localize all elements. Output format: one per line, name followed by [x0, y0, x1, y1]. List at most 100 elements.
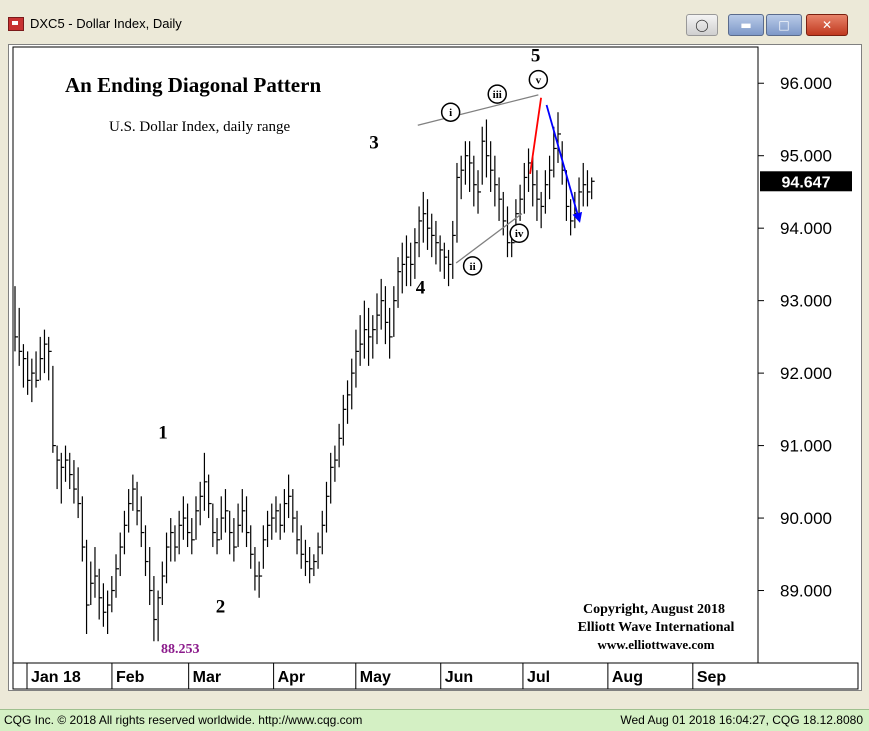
close-icon: ✕ [821, 18, 833, 32]
price-bar [418, 206, 423, 258]
price-bar [338, 423, 343, 468]
wave-label: 2 [216, 596, 226, 617]
price-bar [389, 307, 393, 359]
price-bar [351, 358, 355, 410]
price-bar [494, 155, 498, 207]
price-bar [174, 525, 178, 562]
application-window: DXC5 - Dollar Index, Daily ◯ ▬ □ ✕ 96.00… [0, 0, 869, 691]
price-bar [48, 336, 52, 381]
price-bar [18, 307, 23, 366]
price-bar [456, 162, 460, 243]
price-bar [69, 452, 73, 490]
wave-label: 3 [369, 132, 379, 153]
chart-area[interactable]: 96.000 95.000 94.000 93.000 92.000 91.000 90.0… [8, 44, 862, 691]
svg-text:iv: iv [515, 228, 524, 240]
price-bar [140, 496, 145, 548]
price-bar [506, 206, 511, 258]
copyright-line-2: Elliott Wave International [578, 620, 735, 635]
price-bar [367, 307, 372, 366]
price-bar [304, 539, 309, 577]
price-bar [275, 496, 279, 533]
svg-text:i: i [449, 107, 452, 119]
time-tick-label: Sep [697, 669, 727, 686]
price-bar [426, 199, 431, 250]
circled-wave-label: i [440, 102, 461, 122]
circled-wave-label: iii [487, 84, 507, 104]
price-bar [346, 380, 351, 424]
price-bar [170, 518, 174, 562]
price-bar [250, 525, 254, 569]
price-bar [498, 177, 503, 221]
price-bar [199, 481, 204, 526]
price-bar [94, 547, 98, 598]
price-bar [321, 510, 326, 555]
price-bar [544, 170, 549, 214]
status-copyright: CQG Inc. © 2018 All rights reserved worl… [4, 713, 363, 727]
wave-label: 1 [158, 422, 168, 443]
price-bar [380, 278, 385, 330]
price-chart[interactable]: 96.000 95.000 94.000 93.000 92.000 91.000 90.0… [9, 45, 861, 690]
price-bar [372, 315, 376, 359]
price-bar [582, 162, 587, 207]
app-icon[interactable] [8, 17, 24, 31]
circled-wave-label: v [528, 69, 549, 90]
price-bar [149, 547, 153, 606]
price-bar [565, 170, 570, 221]
price-bar [359, 315, 364, 366]
price-bar [195, 496, 199, 540]
chart-title: An Ending Diagonal Pattern [65, 73, 321, 97]
price-tick-label: 96.000 [780, 74, 832, 93]
title-bar[interactable]: DXC5 - Dollar Index, Daily ◯ ▬ □ ✕ [0, 0, 869, 44]
price-bar [342, 394, 347, 446]
price-bar [410, 242, 414, 287]
price-bar [422, 191, 427, 243]
svg-text:ii: ii [470, 261, 476, 273]
price-bar [523, 162, 528, 214]
price-bar [557, 112, 561, 163]
diagonal-trendline [417, 94, 539, 126]
time-tick-label: Feb [116, 669, 145, 686]
close-button[interactable]: ✕ [806, 14, 848, 36]
price-bar [477, 170, 482, 214]
wave-label: 4 [416, 277, 426, 298]
price-bar [115, 554, 120, 598]
price-bar [60, 452, 65, 504]
price-bar [14, 286, 18, 352]
price-bar [300, 525, 305, 569]
price-bar [393, 286, 397, 337]
price-bar [431, 213, 435, 258]
time-tick-label: Jan 18 [31, 669, 81, 686]
price-bar [52, 365, 56, 453]
trendlines [417, 94, 583, 264]
price-bar [233, 518, 237, 562]
price-tick-label: 91.000 [780, 437, 832, 456]
price-bar [313, 554, 317, 577]
time-tick-label: Aug [612, 669, 643, 686]
price-bar [439, 235, 444, 272]
price-bar [165, 532, 170, 584]
projection-line-up [529, 97, 542, 174]
price-tick-label: 94.000 [780, 219, 832, 238]
svg-text:v: v [536, 75, 542, 87]
price-bar [90, 561, 94, 606]
price-bar [447, 249, 452, 287]
price-bar [254, 547, 258, 591]
price-bar [43, 329, 48, 374]
price-bar [469, 141, 473, 192]
price-bar [288, 474, 292, 519]
projection-arrow-down [545, 104, 583, 223]
minimize-button[interactable]: ▬ [728, 14, 764, 36]
price-bar [208, 474, 212, 519]
price-bar [266, 510, 271, 548]
price-bar [460, 155, 465, 200]
price-bar [39, 336, 44, 381]
price-bar [107, 590, 111, 635]
price-bar [22, 344, 27, 388]
window-title: DXC5 - Dollar Index, Daily [30, 16, 182, 31]
price-bar [35, 351, 40, 388]
price-bar [132, 474, 136, 511]
price-bar [405, 235, 410, 287]
price-bar [548, 155, 553, 200]
maximize-button[interactable]: □ [766, 14, 802, 36]
tag-button[interactable]: ◯ [686, 14, 718, 36]
